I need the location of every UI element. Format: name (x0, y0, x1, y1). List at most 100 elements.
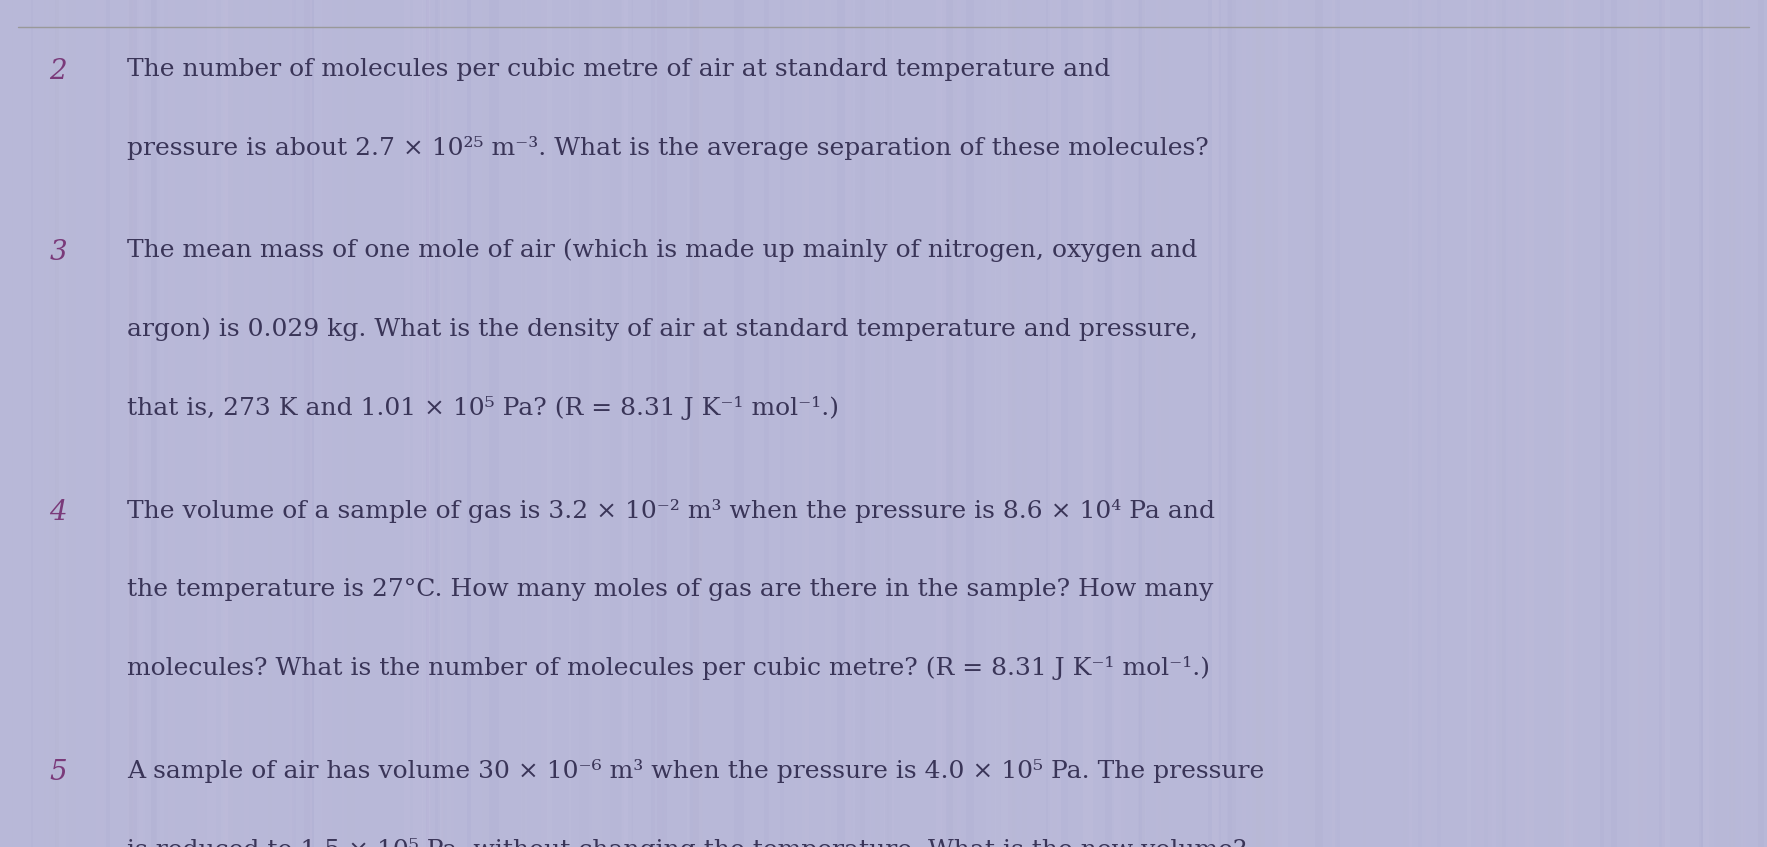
Bar (1209, 0, 1212, 847)
Bar (168, 0, 175, 847)
Bar (311, 0, 315, 847)
Bar (1242, 0, 1246, 847)
Bar (348, 0, 355, 847)
Bar (207, 0, 216, 847)
Bar (836, 0, 843, 847)
Bar (603, 0, 606, 847)
Bar (320, 0, 323, 847)
Bar (1117, 0, 1126, 847)
Bar (1394, 0, 1403, 847)
Bar (763, 0, 769, 847)
Bar (1585, 0, 1592, 847)
Bar (55, 0, 60, 847)
Bar (769, 0, 777, 847)
Bar (592, 0, 601, 847)
Bar (221, 0, 228, 847)
Bar (1009, 0, 1018, 847)
Bar (937, 0, 942, 847)
Bar (1050, 0, 1060, 847)
Bar (624, 0, 631, 847)
Bar (1548, 0, 1557, 847)
Text: The mean mass of one mole of air (which is made up mainly of nitrogen, oxygen an: The mean mass of one mole of air (which … (127, 239, 1198, 263)
Bar (986, 0, 997, 847)
Bar (442, 0, 444, 847)
Bar (489, 0, 498, 847)
Bar (69, 0, 76, 847)
Bar (223, 0, 233, 847)
Bar (30, 0, 34, 847)
Bar (1702, 0, 1703, 847)
Bar (657, 0, 666, 847)
Bar (855, 0, 866, 847)
Bar (315, 0, 322, 847)
Bar (127, 0, 134, 847)
Bar (49, 0, 58, 847)
Bar (689, 0, 700, 847)
Bar (1030, 0, 1041, 847)
Bar (804, 0, 809, 847)
Bar (1007, 0, 1012, 847)
Bar (1210, 0, 1221, 847)
Bar (834, 0, 841, 847)
Bar (1525, 0, 1534, 847)
Bar (1315, 0, 1322, 847)
Bar (1408, 0, 1412, 847)
Bar (57, 0, 65, 847)
Bar (1021, 0, 1027, 847)
Bar (693, 0, 701, 847)
Bar (155, 0, 157, 847)
Bar (1656, 0, 1666, 847)
Bar (1306, 0, 1313, 847)
Bar (885, 0, 892, 847)
Bar (1226, 0, 1232, 847)
Bar (825, 0, 830, 847)
Bar (1518, 0, 1528, 847)
Bar (1332, 0, 1338, 847)
Bar (569, 0, 571, 847)
Bar (624, 0, 634, 847)
Text: pressure is about 2.7 × 10²⁵ m⁻³. What is the average separation of these molecu: pressure is about 2.7 × 10²⁵ m⁻³. What i… (127, 136, 1209, 160)
Bar (1272, 0, 1274, 847)
Bar (843, 0, 845, 847)
Bar (1477, 0, 1484, 847)
Bar (442, 0, 445, 847)
Bar (426, 0, 431, 847)
Bar (610, 0, 620, 847)
Bar (435, 0, 440, 847)
Bar (1716, 0, 1726, 847)
Bar (447, 0, 451, 847)
Bar (770, 0, 779, 847)
Bar (802, 0, 809, 847)
Bar (875, 0, 880, 847)
Bar (230, 0, 240, 847)
Bar (1742, 0, 1746, 847)
Bar (1758, 0, 1765, 847)
Bar (1113, 0, 1120, 847)
Bar (428, 0, 429, 847)
Bar (945, 0, 952, 847)
Bar (1138, 0, 1145, 847)
Bar (1703, 0, 1709, 847)
Bar (1558, 0, 1562, 847)
Bar (129, 0, 138, 847)
Bar (949, 0, 958, 847)
Bar (1507, 0, 1516, 847)
Bar (845, 0, 852, 847)
Bar (438, 0, 444, 847)
Bar (1403, 0, 1407, 847)
Text: 5: 5 (49, 759, 67, 786)
Bar (1426, 0, 1431, 847)
Bar (1574, 0, 1578, 847)
Bar (422, 0, 429, 847)
Bar (521, 0, 527, 847)
Bar (1527, 0, 1534, 847)
Bar (1012, 0, 1014, 847)
Bar (1566, 0, 1571, 847)
Bar (157, 0, 164, 847)
Bar (1244, 0, 1248, 847)
Bar (1336, 0, 1341, 847)
Bar (1159, 0, 1164, 847)
Bar (779, 0, 783, 847)
Bar (1437, 0, 1442, 847)
Bar (852, 0, 861, 847)
